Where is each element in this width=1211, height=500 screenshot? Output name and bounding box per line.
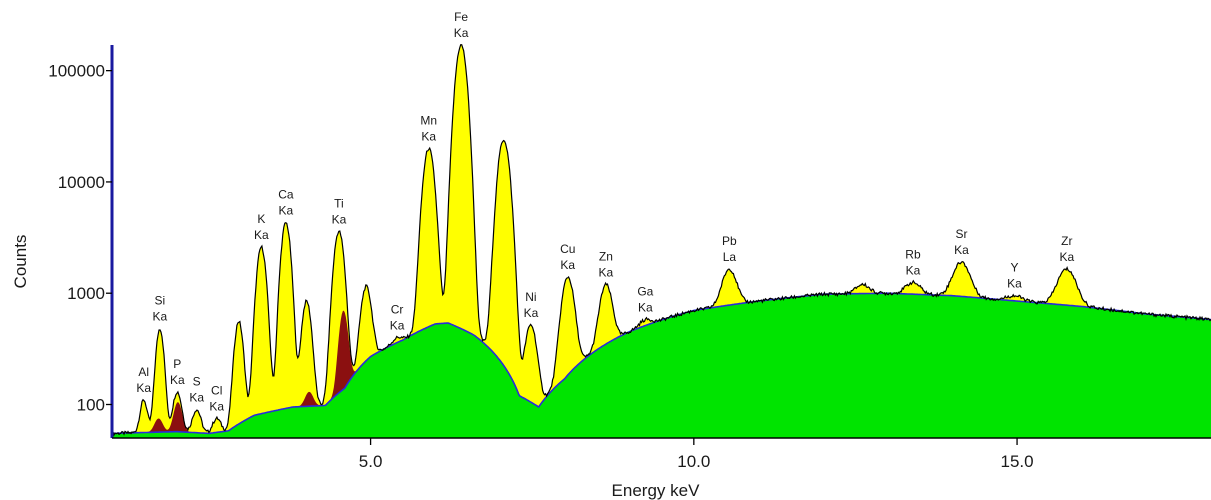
peak-label-line: Ka	[906, 263, 921, 277]
x-axis-title: Energy keV	[612, 481, 701, 500]
peak-label-element: Al	[138, 365, 149, 379]
peak-label-line: Ka	[136, 381, 151, 395]
peak-label-p: P Ka	[170, 357, 185, 387]
peak-label-element: Zn	[599, 249, 613, 263]
peak-label-rb: Rb Ka	[905, 247, 921, 277]
peak-label-line: Ka	[189, 391, 204, 405]
peak-label-line: Ka	[1059, 250, 1074, 264]
x-tick-label: 15.0	[1001, 452, 1034, 471]
peak-label-line: Ka	[454, 26, 469, 40]
peak-label-line: Ka	[390, 318, 405, 332]
peak-label-k: K Ka	[254, 212, 269, 242]
peak-label-ca: Ca Ka	[278, 188, 294, 218]
peak-label-line: Ka	[524, 306, 539, 320]
peak-label-line: Ka	[209, 399, 224, 413]
peak-label-line: Ka	[254, 228, 269, 242]
x-tick-label: 10.0	[677, 452, 710, 471]
peak-label-ni: Ni Ka	[524, 290, 539, 320]
peak-label-element: Rb	[905, 247, 921, 261]
peak-label-line: Ka	[332, 212, 347, 226]
peak-label-line: Ka	[954, 243, 969, 257]
peak-label-cl: Cl Ka	[209, 383, 224, 413]
peak-label-pb: Pb La	[722, 234, 737, 264]
peak-label-line: Ka	[421, 129, 436, 143]
peak-label-line: Ka	[279, 204, 294, 218]
peak-label-zn: Zn Ka	[599, 249, 614, 279]
peak-label-sr: Sr Ka	[954, 227, 969, 257]
background-fill-area	[112, 293, 1211, 438]
peak-label-element: Sr	[955, 227, 967, 241]
peak-label-si: Si Ka	[152, 294, 167, 324]
peak-label-line: Ka	[599, 265, 614, 279]
peak-label-y: Y Ka	[1007, 261, 1022, 291]
peak-label-s: S Ka	[189, 375, 204, 405]
peak-label-element: Ni	[525, 290, 536, 304]
peak-label-cu: Cu Ka	[560, 242, 575, 272]
peak-label-element: Ca	[278, 188, 294, 202]
peak-label-element: Ga	[637, 285, 653, 299]
peak-label-line: La	[723, 250, 737, 264]
peak-label-element: Cu	[560, 242, 575, 256]
peak-label-zr: Zr Ka	[1059, 234, 1074, 264]
peak-label-element: Ti	[334, 196, 344, 210]
y-tick-label: 100	[77, 395, 105, 414]
peak-label-element: Y	[1010, 261, 1018, 275]
peak-label-cr: Cr Ka	[390, 302, 405, 332]
peak-label-ga: Ga Ka	[637, 285, 653, 315]
peak-label-al: Al Ka	[136, 365, 151, 395]
peak-label-element: Cr	[391, 302, 404, 316]
peak-label-element: P	[173, 357, 181, 371]
peak-label-line: Ka	[638, 301, 653, 315]
peak-label-element: Pb	[722, 234, 737, 248]
y-tick-label: 10000	[58, 173, 105, 192]
peak-label-fe: Fe Ka	[454, 10, 469, 40]
peak-label-line: Ka	[170, 373, 185, 387]
peak-label-element: Zr	[1061, 234, 1072, 248]
y-tick-label: 100000	[48, 62, 105, 81]
spectrum-line	[111, 44, 1211, 437]
y-tick-label: 1000	[67, 284, 105, 303]
peak-label-element: S	[193, 375, 201, 389]
peak-label-element: Cl	[211, 383, 222, 397]
peak-label-ti: Ti Ka	[332, 196, 347, 226]
peak-label-mn: Mn Ka	[420, 113, 437, 143]
peak-label-element: Si	[155, 294, 166, 308]
peak-label-element: Fe	[454, 10, 468, 24]
x-tick-label: 5.0	[359, 452, 383, 471]
peak-label-line: Ka	[152, 310, 167, 324]
peak-label-line: Ka	[560, 258, 575, 272]
peak-label-line: Ka	[1007, 277, 1022, 291]
peak-label-element: K	[257, 212, 265, 226]
y-axis-title: Counts	[11, 235, 30, 289]
peak-label-element: Mn	[420, 113, 437, 127]
